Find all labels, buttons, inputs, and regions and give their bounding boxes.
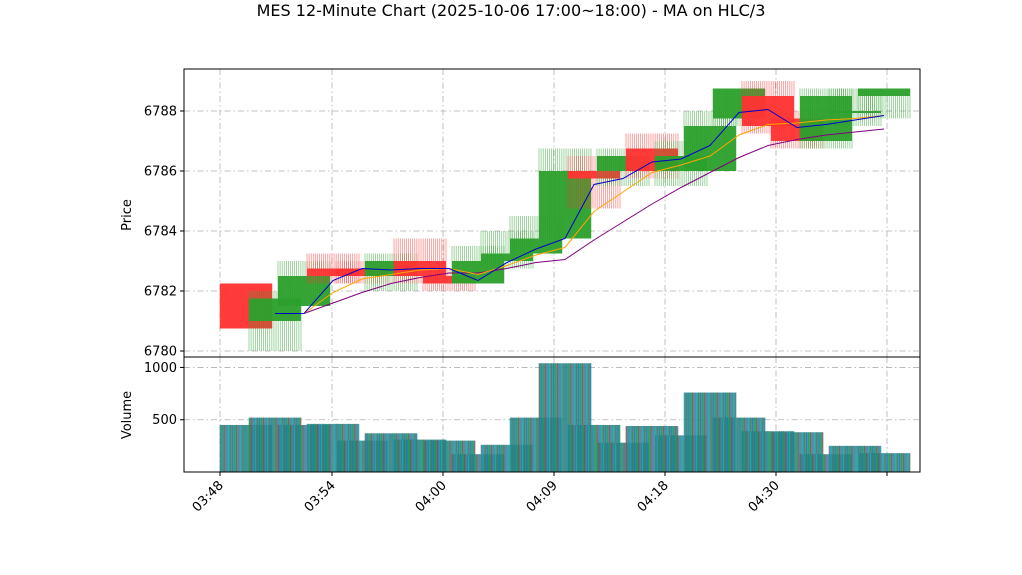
candle-body-22 — [858, 88, 910, 96]
volume-bars — [219, 363, 911, 472]
volume-y-ticks: 500 1000 — [144, 361, 184, 428]
candle-body-3 — [307, 268, 359, 276]
volume-bar-22 — [857, 453, 911, 472]
candle-2 — [277, 261, 331, 306]
ma-mid-line — [303, 115, 885, 314]
price-tick-label-4: 6788 — [144, 105, 177, 120]
price-panel: 6780 6782 6784 6786 6788 Price — [120, 68, 921, 360]
price-tick-label-0: 6780 — [144, 345, 177, 360]
x-tick-label-4: 04:18 — [635, 478, 672, 515]
price-tick-label-1: 6782 — [144, 285, 177, 300]
price-y-ticks: 6780 6782 6784 6786 6788 — [144, 105, 184, 360]
candle-body-20 — [800, 96, 852, 141]
price-tick-label-2: 6784 — [144, 225, 177, 240]
candle-20 — [799, 88, 853, 149]
price-candles — [219, 81, 911, 351]
candle-8 — [451, 246, 505, 284]
volume-panel-frame — [183, 356, 921, 473]
ma-slow-line — [303, 128, 885, 314]
moving-averages — [275, 108, 885, 314]
candle-body-2 — [278, 276, 330, 306]
candle-body-16 — [684, 126, 736, 171]
x-tick-label-5: 04:30 — [746, 478, 783, 515]
price-axis-label: Price — [120, 199, 135, 231]
candle-body-9 — [481, 253, 533, 261]
volume-axis-label: Volume — [120, 391, 135, 439]
candle-body-21 — [829, 111, 881, 113]
price-tick-label-3: 6786 — [144, 165, 177, 180]
candle-body-10 — [510, 238, 562, 254]
x-tick-label-2: 04:00 — [413, 478, 450, 515]
candle-body-7 — [423, 276, 475, 284]
x-tick-label-3: 04:09 — [524, 478, 561, 515]
chart-title: MES 12-Minute Chart (2025-10-06 17:00~18… — [257, 1, 766, 20]
x-tick-label-0: 03:48 — [190, 478, 227, 515]
x-tick-label-1: 03:54 — [302, 478, 339, 515]
volume-panel: 500 1000 Volume — [120, 356, 921, 473]
candle-body-12 — [568, 171, 620, 179]
candle-body-4 — [336, 268, 388, 276]
volume-tick-label-0: 500 — [152, 413, 177, 428]
candle-22 — [857, 88, 911, 119]
volume-tick-label-1: 1000 — [144, 361, 177, 376]
ma-fast-line — [275, 108, 885, 314]
candle-body-8 — [452, 261, 504, 284]
x-axis-ticks: 03:48 03:54 04:00 04:09 04:18 04:30 — [190, 472, 888, 515]
